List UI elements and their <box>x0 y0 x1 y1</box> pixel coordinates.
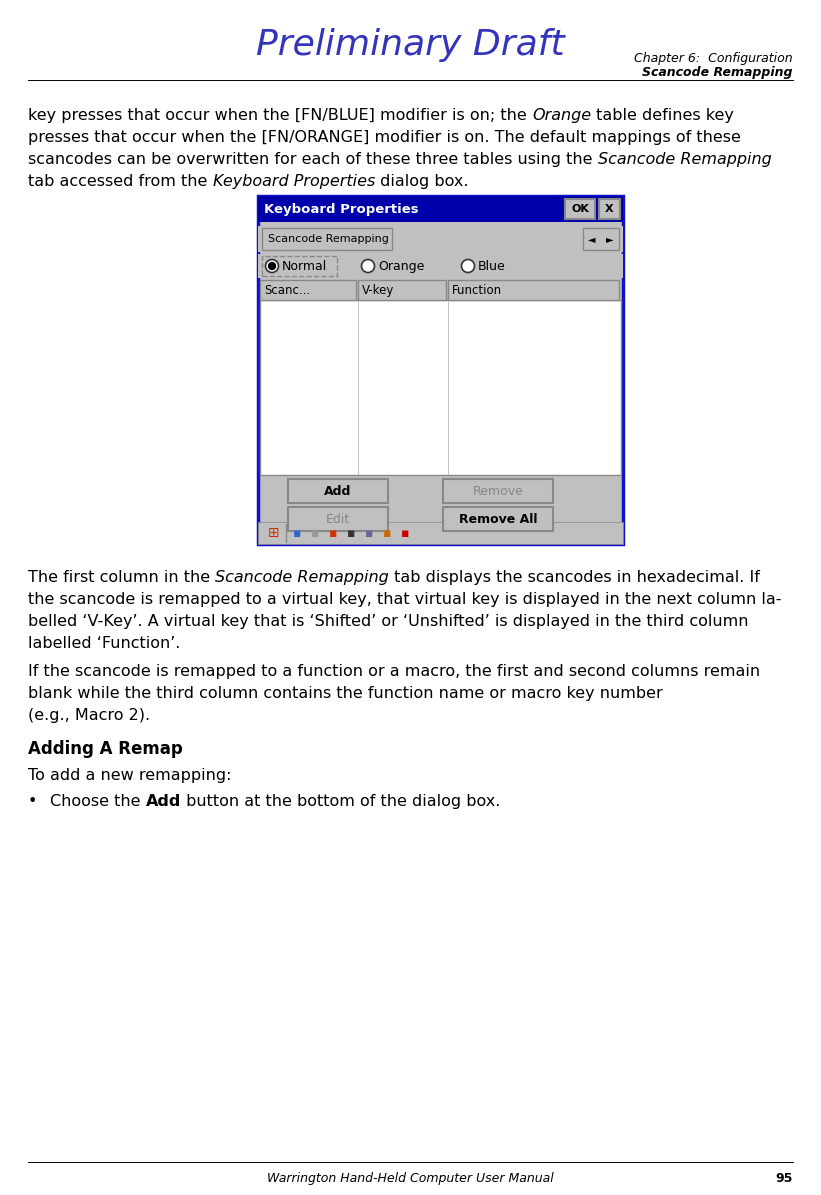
Bar <box>258 196 623 222</box>
Text: •: • <box>28 793 38 809</box>
Text: Keyboard Properties: Keyboard Properties <box>213 174 375 189</box>
Text: the scancode is remapped to a virtual key, that virtual key is displayed in the : the scancode is remapped to a virtual ke… <box>28 592 782 607</box>
Text: Chapter 6:  Configuration: Chapter 6: Configuration <box>635 53 793 65</box>
Text: ◄: ◄ <box>589 234 596 244</box>
Bar <box>262 256 337 276</box>
Text: Warrington Hand-Held Computer User Manual: Warrington Hand-Held Computer User Manua… <box>267 1172 554 1185</box>
Bar <box>358 280 446 300</box>
Bar <box>260 280 356 300</box>
Bar <box>288 507 388 531</box>
Bar <box>262 228 392 250</box>
Text: ▪: ▪ <box>383 527 392 539</box>
Text: ▪: ▪ <box>311 527 319 539</box>
Circle shape <box>461 259 475 272</box>
Bar <box>258 255 623 278</box>
Text: belled ‘V-Key’. A virtual key that is ‘Shifted’ or ‘Unshifted’ is displayed in t: belled ‘V-Key’. A virtual key that is ‘S… <box>28 614 749 629</box>
Text: Remove All: Remove All <box>459 513 537 526</box>
Text: Normal: Normal <box>282 259 328 272</box>
Text: Preliminary Draft: Preliminary Draft <box>256 27 565 62</box>
Bar <box>258 522 623 544</box>
Text: labelled ‘Function’.: labelled ‘Function’. <box>28 636 181 651</box>
Text: Edit: Edit <box>326 513 350 526</box>
Text: Add: Add <box>145 793 181 809</box>
Text: ▪: ▪ <box>293 527 301 539</box>
Text: Scancode Remapping: Scancode Remapping <box>598 152 772 167</box>
Circle shape <box>265 259 278 272</box>
Bar <box>288 479 388 503</box>
Text: (e.g., Macro 2).: (e.g., Macro 2). <box>28 707 150 723</box>
Bar <box>599 200 620 219</box>
Text: Function: Function <box>452 283 502 296</box>
Circle shape <box>361 259 374 272</box>
Text: V-key: V-key <box>362 283 394 296</box>
Text: presses that occur when the [FN/ORANGE] modifier is on. The default mappings of : presses that occur when the [FN/ORANGE] … <box>28 130 741 145</box>
Text: Remove: Remove <box>473 484 524 497</box>
Text: tab displays the scancodes in hexadecimal. If: tab displays the scancodes in hexadecima… <box>389 570 760 586</box>
Text: dialog box.: dialog box. <box>375 174 468 189</box>
Text: key presses that occur when the [FN/BLUE] modifier is on; the: key presses that occur when the [FN/BLUE… <box>28 108 532 123</box>
Text: Scancode Remapping: Scancode Remapping <box>643 66 793 79</box>
Text: ▪: ▪ <box>347 527 355 539</box>
Text: The first column in the: The first column in the <box>28 570 215 586</box>
Text: 95: 95 <box>776 1172 793 1185</box>
Text: ⊞: ⊞ <box>268 526 280 540</box>
Text: Orange: Orange <box>378 259 424 272</box>
Text: To add a new remapping:: To add a new remapping: <box>28 768 232 783</box>
Text: table defines key: table defines key <box>591 108 734 123</box>
Text: ▪: ▪ <box>401 527 410 539</box>
Bar <box>443 479 553 503</box>
Text: button at the bottom of the dialog box.: button at the bottom of the dialog box. <box>181 793 500 809</box>
Bar <box>583 228 619 250</box>
Bar <box>565 200 595 219</box>
Text: scancodes can be overwritten for each of these three tables using the: scancodes can be overwritten for each of… <box>28 152 598 167</box>
Text: ▪: ▪ <box>365 527 374 539</box>
Circle shape <box>268 263 276 270</box>
Bar <box>260 300 621 474</box>
Text: Choose the: Choose the <box>50 793 145 809</box>
Text: blank while the third column contains the function name or macro key number: blank while the third column contains th… <box>28 686 663 701</box>
Text: Keyboard Properties: Keyboard Properties <box>264 202 419 215</box>
Text: Scancode Remapping: Scancode Remapping <box>215 570 389 586</box>
Text: Orange: Orange <box>532 108 591 123</box>
Text: OK: OK <box>571 204 589 214</box>
Bar <box>448 280 619 300</box>
Text: ▪: ▪ <box>329 527 337 539</box>
Text: Scancode Remapping: Scancode Remapping <box>268 234 389 244</box>
Bar <box>258 196 623 544</box>
Text: Adding A Remap: Adding A Remap <box>28 740 183 758</box>
Text: If the scancode is remapped to a function or a macro, the first and second colum: If the scancode is remapped to a functio… <box>28 664 760 679</box>
Text: ►: ► <box>606 234 614 244</box>
Text: tab accessed from the: tab accessed from the <box>28 174 213 189</box>
Bar <box>443 507 553 531</box>
Text: Blue: Blue <box>478 259 506 272</box>
Text: X: X <box>605 204 614 214</box>
Text: Add: Add <box>324 484 351 497</box>
Bar <box>258 226 623 252</box>
Text: Scanc...: Scanc... <box>264 283 310 296</box>
